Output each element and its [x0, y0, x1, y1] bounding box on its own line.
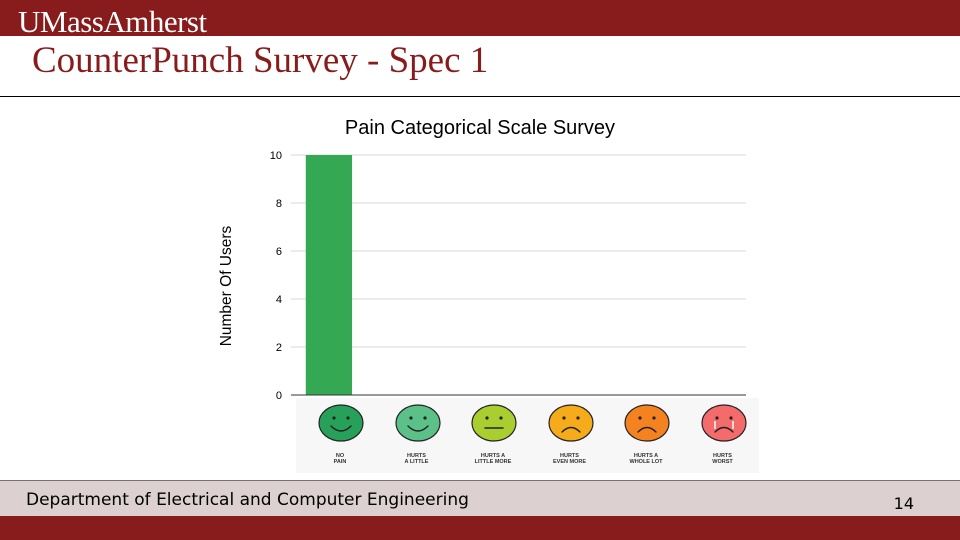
y-axis-label: Number Of Users — [218, 225, 235, 346]
umass-logo: UMassAmherst — [18, 4, 207, 39]
department-name: Department of Electrical and Computer En… — [26, 490, 469, 510]
y-tick-label: 2 — [276, 342, 282, 354]
bottom-band — [0, 516, 960, 540]
page-number: 14 — [893, 494, 914, 513]
neutral-face-icon — [471, 404, 517, 442]
grid-layer — [291, 154, 746, 348]
slide-title: CounterPunch Survey - Spec 1 — [32, 40, 489, 81]
y-tick-label: 0 — [276, 390, 282, 402]
category-label: HURTS A LITTLE MORE — [474, 453, 512, 465]
crying-face-icon — [700, 404, 747, 442]
category-label: HURTS EVEN MORE — [552, 453, 586, 465]
bar-layer — [305, 155, 353, 395]
category-6: HURTS WORST — [683, 398, 759, 473]
title-box: CounterPunch Survey - Spec 1 — [22, 36, 960, 96]
sad-face-icon — [547, 404, 594, 442]
category-4: HURTS EVEN MORE — [530, 398, 606, 473]
category-3: HURTS A LITTLE MORE — [453, 398, 529, 473]
category-label: NO PAIN — [333, 453, 347, 465]
category-label: HURTS A LITTLE — [404, 453, 429, 465]
category-5: HURTS A WHOLE LOT — [606, 398, 682, 473]
category-1: NO PAIN — [300, 398, 376, 473]
very-sad-face-icon — [624, 404, 670, 442]
header-band: UMassAmherst — [0, 0, 960, 39]
category-label: HURTS WORST — [712, 453, 733, 465]
footer-divider — [0, 480, 960, 481]
tick-layer: 0 2 4 6 8 10 — [270, 150, 282, 402]
y-tick-label: 10 — [270, 150, 282, 162]
y-tick-label: 8 — [276, 198, 282, 210]
happy-face-icon — [394, 404, 441, 442]
chart-title: Pain Categorical Scale Survey — [345, 117, 615, 139]
pain-face-scale: NO PAIN HURTS A LITTLE HURTS A LITTLE MORE… — [296, 398, 759, 473]
title-divider — [0, 96, 960, 97]
bar-1 — [305, 155, 353, 395]
bar-chart: Pain Categorical Scale Survey Number Of … — [200, 108, 780, 408]
bar-chart-svg: Pain Categorical Scale Survey Number Of … — [218, 117, 746, 402]
y-tick-label: 4 — [276, 294, 282, 306]
y-tick-label: 6 — [276, 246, 282, 258]
category-2: HURTS A LITTLE — [377, 398, 453, 473]
category-label: HURTS A WHOLE LOT — [629, 453, 663, 465]
footer-band: Department of Electrical and Computer En… — [0, 481, 960, 516]
very-happy-face-icon — [318, 404, 364, 442]
